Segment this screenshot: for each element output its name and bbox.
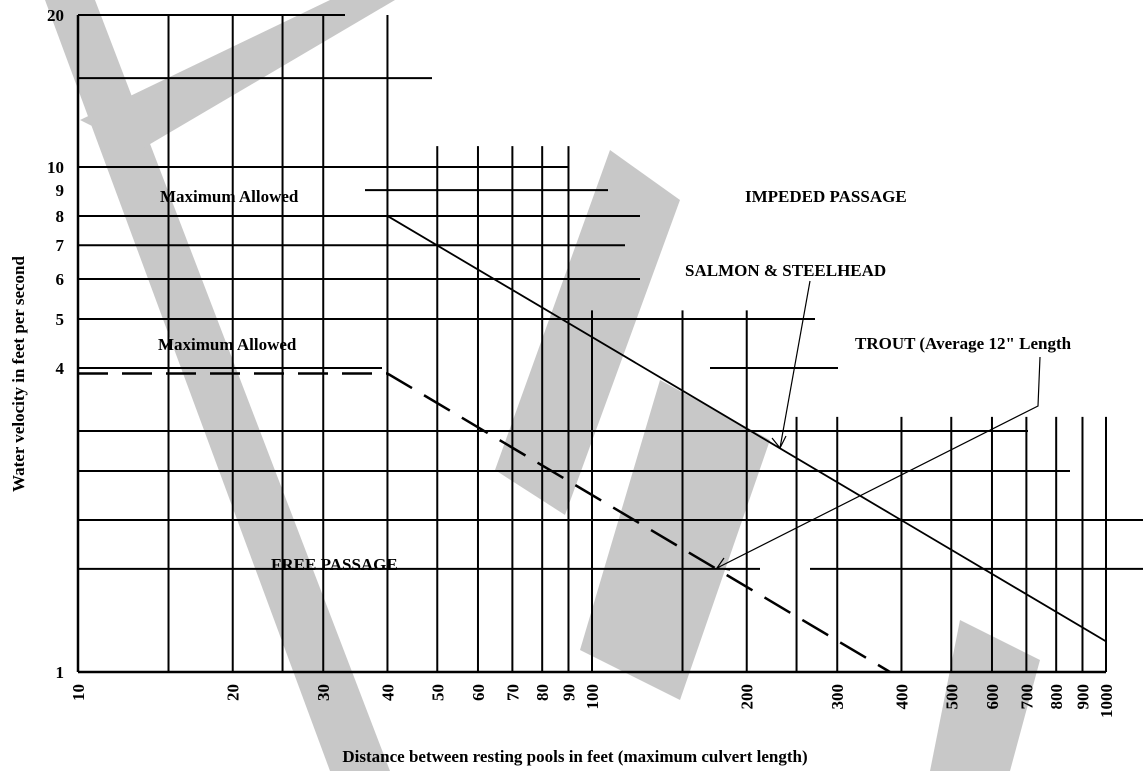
trout-label: TROUT (Average 12" Length <box>855 334 1072 353</box>
x-tick-label: 300 <box>828 684 847 710</box>
axes-layer <box>76 15 1106 674</box>
watermark-stroke <box>80 0 395 150</box>
x-tick-label: 400 <box>892 684 911 710</box>
watermark-stroke <box>930 620 1040 771</box>
x-tick-label: 90 <box>559 684 578 701</box>
x-tick-label: 60 <box>469 684 488 701</box>
y-tick-label: 1 <box>56 663 65 682</box>
x-tick-label: 500 <box>942 684 961 710</box>
x-tick-labels: 10 20 30 40 50 60 70 80 90 100 200 300 400 500 600 700 8… <box>69 684 1116 718</box>
x-tick-label: 30 <box>314 684 333 701</box>
y-tick-label: 5 <box>56 310 65 329</box>
y-tick-label: 6 <box>56 270 65 289</box>
x-tick-label: 50 <box>428 684 447 701</box>
watermark-layer <box>45 0 1040 771</box>
x-axis-label: Distance between resting pools in feet (… <box>342 747 807 766</box>
x-tick-label: 900 <box>1073 684 1092 710</box>
salmon-steelhead-line <box>78 215 1107 643</box>
trout-max-label: Maximum Allowed <box>158 335 297 354</box>
x-tick-label: 1000 <box>1097 684 1116 718</box>
y-tick-label: 9 <box>56 181 65 200</box>
x-tick-label: 200 <box>738 684 757 710</box>
x-tick-label: 800 <box>1047 684 1066 710</box>
watermark-stroke <box>45 0 390 771</box>
impeded-passage-label: IMPEDED PASSAGE <box>745 187 907 206</box>
x-tick-label: 40 <box>378 684 397 701</box>
y-tick-labels: 1 4 5 6 7 8 9 10 20 <box>47 6 65 682</box>
grid-layer <box>77 14 1143 672</box>
y-tick-label: 10 <box>47 158 64 177</box>
x-tick-label: 80 <box>533 684 552 701</box>
y-tick-label: 7 <box>56 236 65 255</box>
y-tick-label: 8 <box>56 207 65 226</box>
x-tick-label: 600 <box>983 684 1002 710</box>
x-tick-label: 10 <box>69 684 88 701</box>
y-tick-label: 20 <box>47 6 64 25</box>
series-layer <box>78 215 1107 674</box>
free-passage-label: FREE PASSAGE <box>271 555 398 574</box>
x-tick-label: 100 <box>583 684 602 710</box>
salmon-max-label: Maximum Allowed <box>160 187 299 206</box>
salmon-pointer-arrow <box>771 280 811 450</box>
y-tick-label: 4 <box>56 359 65 378</box>
x-tick-label: 700 <box>1017 684 1036 710</box>
salmon-steelhead-label: SALMON & STEELHEAD <box>685 261 886 280</box>
trout-pointer-arrow <box>715 356 1041 571</box>
x-tick-label: 20 <box>224 684 243 701</box>
y-axis-label: Water velocity in feet per second <box>9 256 28 492</box>
x-tick-label: 70 <box>503 684 522 701</box>
watermark-stroke <box>580 380 770 700</box>
trout-line <box>78 372 891 674</box>
